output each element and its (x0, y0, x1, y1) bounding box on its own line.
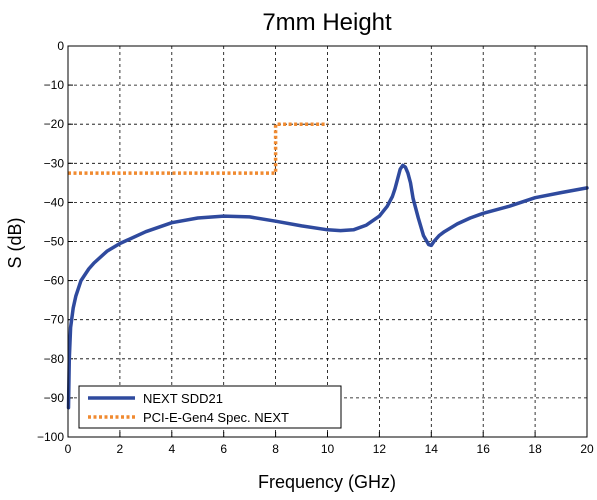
x-tick-label: 14 (425, 442, 439, 456)
y-tick-label: −50 (44, 235, 65, 249)
series-next-sdd21-line (66, 163, 589, 410)
y-tick-label: −60 (44, 274, 65, 288)
y-tick-label: 0 (57, 39, 64, 53)
legend: NEXT SDD21 PCI-E-Gen4 Spec. NEXT (78, 385, 342, 429)
y-tick-label: −10 (44, 78, 65, 92)
legend-box (78, 385, 342, 429)
x-tick-label: 4 (168, 442, 175, 456)
x-tick-label: 6 (220, 442, 227, 456)
x-tick-label: 10 (321, 442, 335, 456)
plot-frame (67, 45, 588, 438)
series-group (66, 122, 589, 410)
y-tick-label: −70 (44, 313, 65, 327)
y-tick-label: −100 (37, 430, 64, 444)
x-tick-label: 12 (373, 442, 387, 456)
legend-label-pcie-gen4-spec: PCI-E-Gen4 Spec. NEXT (143, 410, 289, 425)
x-tick-label: 18 (528, 442, 542, 456)
y-tick-label: −30 (44, 156, 65, 170)
y-tick-label: −90 (44, 391, 65, 405)
y-axis-title: S (dB) (5, 217, 25, 268)
series-pcie-gen4-spec-line (68, 122, 328, 175)
x-tick-label: 20 (580, 442, 594, 456)
grid (68, 46, 587, 437)
x-tick-label: 0 (65, 442, 72, 456)
y-tick-label: −20 (44, 117, 65, 131)
y-tick-label: −80 (44, 352, 65, 366)
x-tick-label: 8 (272, 442, 279, 456)
chart-title: 7mm Height (262, 9, 392, 36)
x-tick-label: 2 (117, 442, 124, 456)
x-axis-ticks: 0 2 4 6 8 10 12 14 16 18 20 (65, 432, 594, 456)
legend-label-next-sdd21: NEXT SDD21 (143, 391, 223, 406)
x-tick-label: 16 (477, 442, 491, 456)
y-tick-label: −40 (44, 195, 65, 209)
x-axis-title: Frequency (GHz) (258, 472, 396, 492)
